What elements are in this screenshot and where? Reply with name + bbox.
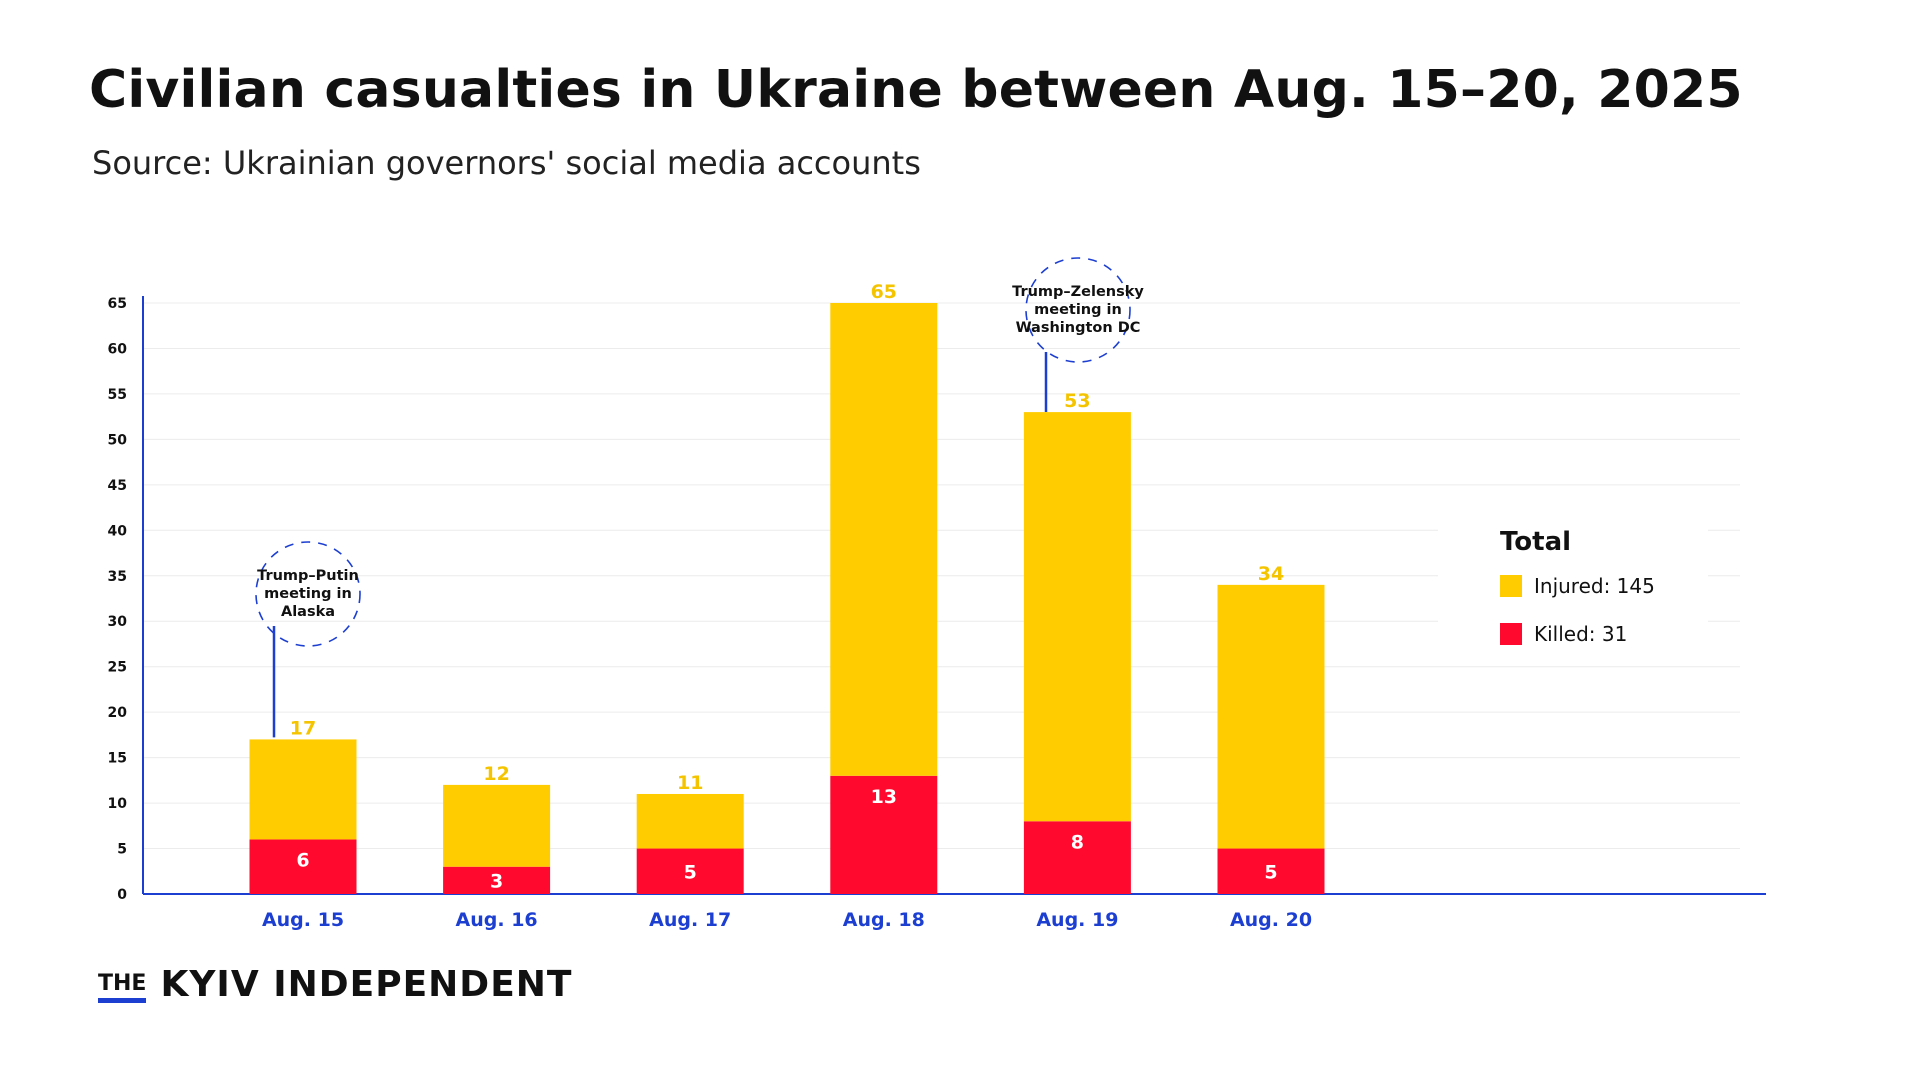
bar-injured bbox=[636, 793, 744, 849]
y-tick-label: 0 bbox=[117, 887, 127, 903]
bar-killed bbox=[443, 866, 551, 894]
y-tick-label: 35 bbox=[108, 569, 127, 585]
brand-logo: THE KYIV INDEPENDENT bbox=[98, 967, 572, 1003]
x-tick-label: Aug. 17 bbox=[649, 909, 731, 931]
brand-the: THE bbox=[98, 973, 147, 1003]
killed-value-label: 13 bbox=[871, 786, 897, 808]
killed-value-label: 6 bbox=[296, 849, 309, 871]
bar-killed bbox=[1023, 821, 1131, 894]
killed-value-label: 8 bbox=[1071, 831, 1084, 853]
brand-name: KYIV INDEPENDENT bbox=[160, 964, 573, 1005]
bar-killed bbox=[830, 775, 938, 894]
y-tick-label: 60 bbox=[108, 341, 128, 357]
legend-swatch bbox=[1500, 623, 1522, 645]
killed-value-label: 5 bbox=[684, 861, 697, 883]
bar-killed bbox=[1217, 848, 1325, 894]
y-tick-label: 40 bbox=[108, 523, 128, 539]
killed-value-label: 3 bbox=[490, 870, 503, 892]
x-tick-label: Aug. 18 bbox=[843, 909, 925, 931]
annotation-text: Trump–Zelensky bbox=[1012, 284, 1144, 300]
y-tick-label: 65 bbox=[108, 296, 127, 312]
legend-label: Injured: 145 bbox=[1534, 574, 1655, 598]
total-value-label: 11 bbox=[677, 772, 703, 794]
annotation-text: Trump–Putin bbox=[257, 568, 359, 584]
legend-title: Total bbox=[1500, 527, 1571, 557]
annotation-circle bbox=[1025, 257, 1131, 363]
chart-subtitle: Source: Ukrainian governors' social medi… bbox=[92, 144, 921, 182]
total-value-label: 65 bbox=[871, 281, 897, 303]
x-tick-label: Aug. 20 bbox=[1230, 909, 1312, 931]
y-tick-label: 10 bbox=[108, 796, 128, 812]
y-tick-label: 20 bbox=[108, 705, 128, 721]
bar-killed bbox=[636, 848, 744, 894]
legend-label: Killed: 31 bbox=[1534, 622, 1627, 646]
killed-value-label: 5 bbox=[1264, 861, 1277, 883]
bar-injured bbox=[443, 784, 551, 867]
x-tick-label: Aug. 19 bbox=[1036, 909, 1118, 931]
total-value-label: 12 bbox=[483, 763, 509, 785]
y-tick-label: 25 bbox=[108, 660, 127, 676]
y-tick-label: 55 bbox=[108, 387, 127, 403]
annotation-text: Washington DC bbox=[1016, 320, 1141, 336]
annotation-text: meeting in bbox=[1034, 302, 1122, 318]
annotation-text: Alaska bbox=[281, 604, 335, 620]
y-tick-label: 15 bbox=[108, 751, 127, 767]
bar-injured bbox=[1217, 584, 1325, 849]
bar-injured bbox=[249, 739, 357, 840]
bar-injured bbox=[830, 303, 938, 776]
y-tick-label: 45 bbox=[108, 478, 127, 494]
x-tick-label: Aug. 16 bbox=[456, 909, 538, 931]
bar-killed bbox=[249, 839, 357, 894]
chart-title: Civilian casualties in Ukraine between A… bbox=[89, 60, 1743, 120]
y-tick-label: 50 bbox=[108, 432, 128, 448]
y-tick-label: 5 bbox=[117, 842, 127, 858]
legend-swatch bbox=[1500, 575, 1522, 597]
annotation-circle bbox=[255, 541, 361, 647]
total-value-label: 34 bbox=[1258, 563, 1284, 585]
x-tick-label: Aug. 15 bbox=[262, 909, 344, 931]
bar-injured bbox=[1023, 412, 1131, 822]
y-tick-label: 30 bbox=[108, 614, 128, 630]
total-value-label: 53 bbox=[1064, 390, 1090, 412]
legend-background bbox=[1438, 516, 1708, 666]
annotation-text: meeting in bbox=[264, 586, 352, 602]
total-value-label: 17 bbox=[290, 717, 316, 739]
